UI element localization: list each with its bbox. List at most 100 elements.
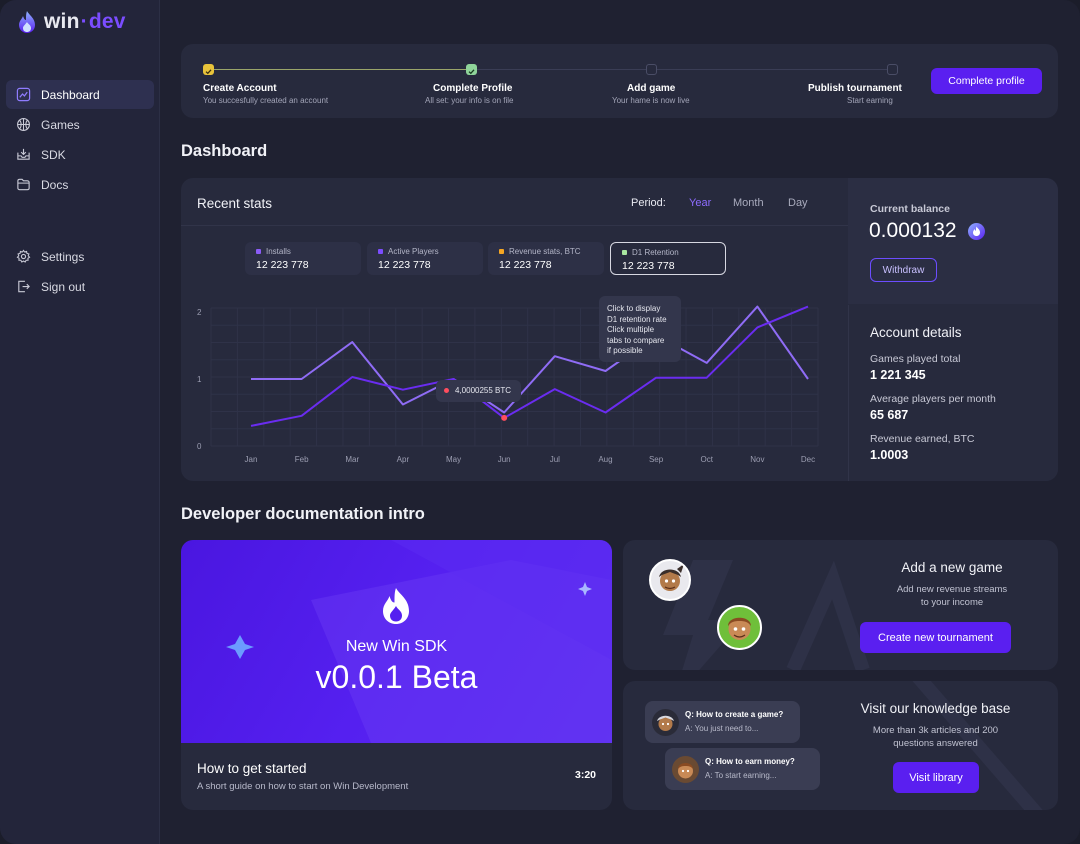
legend-swatch bbox=[256, 249, 261, 254]
legend-value: 12 223 778 bbox=[622, 260, 675, 272]
video-thumbnail[interactable]: New Win SDK v0.0.1 Beta bbox=[181, 540, 612, 743]
y-tick-label: 2 bbox=[197, 308, 202, 317]
step-done-check-icon bbox=[203, 64, 214, 75]
knowledge-title: Visit our knowledge base bbox=[860, 701, 1011, 716]
series-line bbox=[250, 305, 809, 427]
legend-revenue[interactable]: Revenue stats, BTC 12 223 778 bbox=[488, 242, 604, 275]
sidebar: win · dev Dashboard Games SDK Docs bbox=[0, 0, 160, 844]
faq-answer: A: You just need to... bbox=[685, 724, 759, 733]
video-duration: 3:20 bbox=[575, 769, 597, 781]
hero-title: v0.0.1 Beta bbox=[315, 659, 478, 695]
x-tick-label: Jul bbox=[550, 455, 560, 464]
period-day-tab[interactable]: Day bbox=[788, 197, 808, 209]
add-game-subtitle-line1: Add new revenue streams bbox=[896, 584, 1008, 595]
games-played-label: Games played total bbox=[870, 353, 961, 365]
brand-name-part1: win bbox=[44, 10, 80, 33]
sdk-video-card[interactable]: New Win SDK v0.0.1 Beta How to get start… bbox=[181, 540, 612, 810]
step-title: Create Account bbox=[203, 83, 277, 94]
flame-logo-icon bbox=[383, 588, 409, 624]
avg-players-value: 65 687 bbox=[870, 408, 909, 422]
step-title: Complete Profile bbox=[433, 83, 513, 94]
step-title: Publish tournament bbox=[808, 83, 902, 94]
sign-out-icon bbox=[18, 280, 30, 293]
video-subtitle: A short guide on how to start on Win Dev… bbox=[197, 781, 409, 792]
step-done-check-icon bbox=[466, 64, 477, 75]
stats-line-chart[interactable]: 0 1 2 Jan Feb Mar Apr May Jun Jul Aug Sep Oct Nov Dec bbox=[181, 178, 848, 481]
series-line bbox=[251, 305, 809, 414]
x-tick-label: Apr bbox=[397, 455, 410, 464]
ball-icon bbox=[17, 118, 30, 131]
legend-label: Active Players bbox=[378, 247, 439, 256]
logo[interactable]: win · dev bbox=[16, 10, 126, 34]
flame-logo-icon bbox=[19, 11, 35, 33]
tooltip-dot bbox=[444, 388, 449, 393]
revenue-label: Revenue earned, BTC bbox=[870, 433, 975, 445]
legend-label: Installs bbox=[256, 247, 291, 256]
games-played-value: 1 221 345 bbox=[870, 368, 926, 382]
avatar-caveman-mini bbox=[672, 756, 699, 783]
x-tick-label: Mar bbox=[345, 455, 359, 464]
sidebar-item-games[interactable]: Games bbox=[6, 110, 154, 139]
sidebar-item-label: Dashboard bbox=[41, 87, 100, 102]
x-tick-label: Nov bbox=[750, 455, 764, 464]
y-tick-label: 0 bbox=[197, 442, 202, 451]
sidebar-item-label: Docs bbox=[41, 177, 69, 192]
sidebar-item-docs[interactable]: Docs bbox=[6, 170, 154, 199]
sidebar-item-label: Settings bbox=[41, 249, 85, 264]
complete-profile-button[interactable]: Complete profile bbox=[931, 68, 1042, 94]
sidebar-item-label: SDK bbox=[41, 147, 66, 162]
y-tick-label: 1 bbox=[197, 375, 202, 384]
x-tick-label: Feb bbox=[295, 455, 309, 464]
x-tick-label: Oct bbox=[701, 455, 714, 464]
hero-subtitle: New Win SDK bbox=[345, 638, 448, 655]
period-year-tab[interactable]: Year bbox=[689, 197, 712, 209]
legend-value: 12 223 778 bbox=[378, 259, 431, 271]
knowledge-subtitle-line2: questions answered bbox=[893, 738, 978, 749]
legend-active-players[interactable]: Active Players 12 223 778 bbox=[367, 242, 483, 275]
docs-section-title: Developer documentation intro bbox=[181, 505, 425, 523]
legend-name: Active Players bbox=[388, 247, 439, 256]
step-subtitle: You succesfully created an account bbox=[203, 96, 329, 105]
progress-line-pending bbox=[477, 69, 647, 70]
sidebar-item-sdk[interactable]: SDK bbox=[6, 140, 154, 169]
sidebar-item-sign-out[interactable]: Sign out bbox=[6, 272, 154, 301]
gear-icon bbox=[16, 249, 31, 263]
withdraw-button[interactable]: Withdraw bbox=[870, 258, 937, 282]
balance-value: 0.000132 bbox=[869, 219, 957, 242]
balance-label: Current balance bbox=[870, 203, 950, 215]
balance-panel: Current balance 0.000132 Withdraw bbox=[848, 178, 1058, 304]
brand-name-part2: dev bbox=[88, 10, 126, 33]
download-box-icon bbox=[17, 148, 30, 160]
add-game-card: Add a new game Add new revenue streams t… bbox=[623, 540, 1058, 670]
x-tick-label: Jun bbox=[498, 455, 511, 464]
step-subtitle: All set: your info is on file bbox=[425, 96, 514, 105]
create-tournament-button[interactable]: Create new tournament bbox=[860, 622, 1011, 653]
legend-d1-retention[interactable]: D1 Retention 12 223 778 bbox=[610, 242, 726, 275]
stats-chart-panel: Recent stats Period: Year Month Day Inst… bbox=[181, 178, 848, 481]
page-title: Dashboard bbox=[181, 142, 268, 160]
avatar-caveman bbox=[717, 605, 762, 650]
revenue-value: 1.0003 bbox=[870, 448, 909, 462]
period-label: Period: bbox=[631, 197, 666, 209]
visit-library-button[interactable]: Visit library bbox=[893, 762, 979, 793]
faq-bubble[interactable]: Q: How to create a game? A: You just nee… bbox=[645, 701, 800, 743]
add-game-subtitle-line2: to your income bbox=[920, 597, 984, 608]
tooltip-line: tabs to compare bbox=[607, 335, 665, 345]
legend-installs[interactable]: Installs 12 223 778 bbox=[245, 242, 361, 275]
x-tick-label: May bbox=[446, 455, 461, 464]
knowledge-base-card: Q: How to create a game? A: You just nee… bbox=[623, 681, 1058, 810]
sidebar-item-settings[interactable]: Settings bbox=[6, 242, 154, 271]
add-game-title: Add a new game bbox=[901, 560, 1003, 575]
sidebar-item-label: Games bbox=[41, 117, 80, 132]
avg-players-label: Average players per month bbox=[870, 393, 996, 405]
period-month-tab[interactable]: Month bbox=[733, 197, 764, 209]
knowledge-subtitle-line1: More than 3k articles and 200 bbox=[872, 725, 999, 736]
onboarding-progress: Create Account You succesfully created a… bbox=[181, 44, 1058, 118]
faq-bubble[interactable]: Q: How to earn money? A: To start earnin… bbox=[665, 748, 820, 790]
stats-title: Recent stats bbox=[197, 196, 273, 211]
sidebar-item-dashboard[interactable]: Dashboard bbox=[6, 80, 154, 109]
divider bbox=[181, 225, 848, 226]
legend-name: Revenue stats, BTC bbox=[509, 247, 581, 256]
progress-line-done bbox=[214, 69, 471, 70]
tooltip-line: Click multiple bbox=[607, 325, 655, 334]
